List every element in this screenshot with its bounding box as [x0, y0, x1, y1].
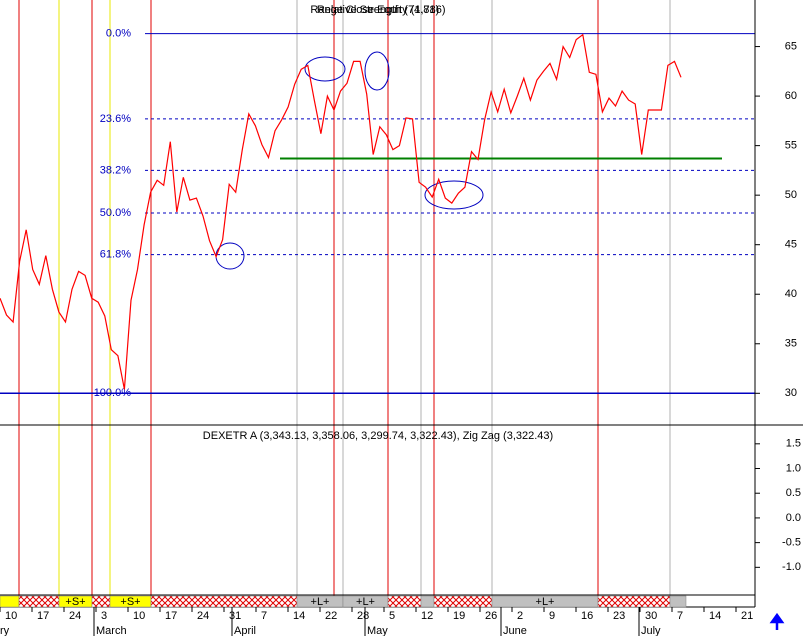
- x-tick-label: 5: [389, 610, 395, 622]
- signal-label: +L+: [356, 596, 375, 608]
- signal-band: [18, 595, 60, 608]
- signal-band: [91, 595, 111, 608]
- x-tick-label: 16: [581, 610, 593, 622]
- x-tick-label: 24: [197, 610, 209, 622]
- signal-label: +S+: [65, 596, 85, 608]
- signal-band: [387, 595, 422, 608]
- y2-tick-label: 0.5: [786, 487, 801, 499]
- scroll-arrow[interactable]: [769, 612, 785, 630]
- x-tick-label: 19: [453, 610, 465, 622]
- lower-title: DEXETR A (3,343.13, 3,358.06, 3,299.74, …: [203, 430, 553, 442]
- signal-band: [433, 595, 493, 608]
- x-tick-label: 23: [613, 610, 625, 622]
- x-tick-label: 26: [485, 610, 497, 622]
- month-label: May: [367, 625, 388, 636]
- x-tick-label: 14: [293, 610, 305, 622]
- x-tick-label: 21: [741, 610, 753, 622]
- x-tick-label: 2: [517, 610, 523, 622]
- month-label: June: [503, 625, 527, 636]
- signal-label: +S+: [120, 596, 140, 608]
- y-tick-label: 45: [785, 239, 797, 251]
- month-label: ry: [0, 625, 10, 636]
- y-tick-label: 55: [785, 140, 797, 152]
- y-tick-label: 50: [785, 189, 797, 201]
- x-tick-label: 31: [229, 610, 241, 622]
- x-tick-label: 7: [677, 610, 683, 622]
- chart-title: Range Close Equity (1,786): [310, 4, 445, 16]
- signal-band: [669, 595, 687, 608]
- month-label: July: [641, 625, 661, 636]
- x-tick-label: 14: [709, 610, 721, 622]
- y2-tick-label: 0.0: [786, 512, 801, 524]
- fib-label: 61.8%: [100, 249, 131, 261]
- y2-tick-label: -0.5: [782, 537, 801, 549]
- x-tick-label: 17: [165, 610, 177, 622]
- highlight-ellipse: [424, 180, 484, 210]
- highlight-ellipse: [304, 56, 346, 82]
- signal-label: +L+: [536, 596, 555, 608]
- signal-band: [420, 595, 435, 608]
- y-tick-label: 60: [785, 90, 797, 102]
- x-tick-label: 3: [101, 610, 107, 622]
- signal-band: [150, 595, 298, 608]
- fib-label: 100.0%: [94, 387, 132, 399]
- x-tick-label: 24: [69, 610, 81, 622]
- price-line: [0, 33, 682, 390]
- x-tick-label: 17: [37, 610, 49, 622]
- fib-label: 23.6%: [100, 113, 131, 125]
- x-tick-label: 10: [5, 610, 17, 622]
- x-tick-label: 9: [549, 610, 555, 622]
- y-tick-label: 65: [785, 40, 797, 52]
- signal-band: [597, 595, 671, 608]
- y-tick-label: 35: [785, 338, 797, 350]
- signal-band: [0, 595, 20, 608]
- x-tick-label: 10: [133, 610, 145, 622]
- chart-title: Relative Strength (74.81): [317, 4, 439, 16]
- y2-tick-label: 1.5: [786, 438, 801, 450]
- y2-tick-label: 1.0: [786, 462, 801, 474]
- x-tick-label: 22: [325, 610, 337, 622]
- x-tick-label: 28: [357, 610, 369, 622]
- signal-label: +L+: [311, 596, 330, 608]
- fib-label: 0.0%: [106, 28, 131, 40]
- x-tick-label: 30: [645, 610, 657, 622]
- fib-label: 38.2%: [100, 164, 131, 176]
- month-label: April: [234, 625, 256, 636]
- fib-label: 50.0%: [100, 207, 131, 219]
- y2-tick-label: -1.0: [782, 561, 801, 573]
- highlight-ellipse: [364, 51, 390, 91]
- month-label: March: [96, 625, 127, 636]
- x-tick-label: 12: [421, 610, 433, 622]
- x-tick-label: 7: [261, 610, 267, 622]
- y-tick-label: 40: [785, 288, 797, 300]
- y-tick-label: 30: [785, 387, 797, 399]
